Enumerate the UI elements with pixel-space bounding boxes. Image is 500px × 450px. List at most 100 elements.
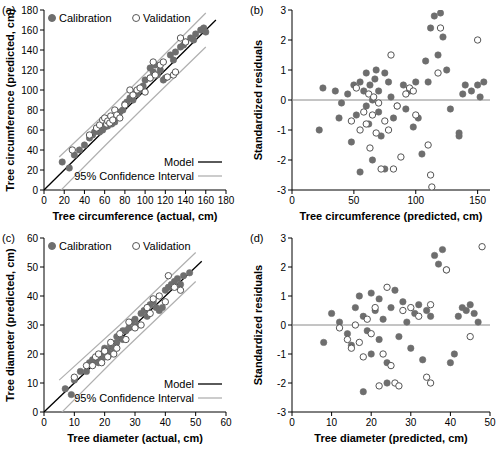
point [160,59,166,65]
point [126,319,132,325]
y-tick [288,383,292,384]
point [182,39,188,45]
point [348,118,354,124]
point [348,139,354,145]
point [388,304,394,310]
point [382,70,388,76]
x-axis [292,190,490,191]
point [403,91,409,97]
point [360,389,366,395]
point [320,339,326,345]
x-axis [44,190,226,191]
point [353,85,359,91]
x-tick-label: 10 [326,417,338,428]
point [123,336,129,342]
point [105,354,111,360]
point [382,118,388,124]
point [384,380,390,386]
point [62,386,68,392]
x-tick-label: 60 [99,195,111,206]
point [361,109,367,115]
point [132,325,138,331]
point [356,339,362,345]
point [481,79,487,85]
point [419,357,425,363]
legend-marker [49,243,56,250]
x-tick [124,190,125,194]
point [369,112,375,118]
point [357,169,363,175]
point [413,79,419,85]
point [172,69,178,75]
point [462,82,468,88]
point [367,82,373,88]
point [427,380,433,386]
point [59,159,65,165]
y-tick [40,412,44,413]
x-tick [292,412,293,416]
y-axis [44,10,45,190]
line-series-lower [59,47,206,190]
point [156,293,162,299]
point [403,106,409,112]
y-tick [288,412,292,413]
point [344,91,350,97]
y-tick [40,150,44,151]
y-tick [288,354,292,355]
point [427,172,433,178]
point [443,67,449,73]
x-tick-label: 0 [41,195,47,206]
y-tick-label: -3 [277,407,286,418]
point [408,304,414,310]
y-tick-label: 10 [27,378,39,389]
y-tick [40,70,44,71]
x-tick-label: 50 [348,195,360,206]
legend-label: 95% Confidence Interval [74,170,194,182]
x-tick-label: 100 [137,195,154,206]
y-tick [40,190,44,191]
point [77,368,83,374]
point [373,67,379,73]
y-tick-label: 0 [280,320,286,331]
point [344,336,350,342]
line-series [59,13,206,157]
point [174,275,180,281]
point [394,103,400,109]
legend-marker [49,15,56,22]
point [388,362,394,368]
y-tick-label: 0 [280,95,286,106]
x-tick-label: 160 [197,195,214,206]
x-tick-label: 40 [445,417,457,428]
point [443,267,449,273]
point [479,244,485,250]
point [427,25,433,31]
point [388,52,394,58]
y-tick-label: 20 [27,165,39,176]
point [410,88,416,94]
point [316,127,322,133]
point [132,316,138,322]
x-tick [371,412,372,416]
point [117,115,123,121]
point [352,322,358,328]
y-tick-label: 120 [21,65,38,76]
point [165,273,171,279]
x-tick [195,412,196,416]
point [98,360,104,366]
point [413,112,419,118]
point [375,100,381,106]
panel-label: (b) [250,4,263,16]
reference-line [292,325,490,326]
point [474,82,480,88]
y-tick [288,190,292,191]
x-axis [292,412,490,413]
y-tick-label: 60 [27,233,39,244]
point [435,261,441,267]
point [332,88,338,94]
point [89,362,95,368]
panel-label: (d) [250,232,263,244]
y-tick-label: 160 [21,25,38,36]
point [357,127,363,133]
line-series [44,261,202,412]
plot-area [292,10,490,190]
